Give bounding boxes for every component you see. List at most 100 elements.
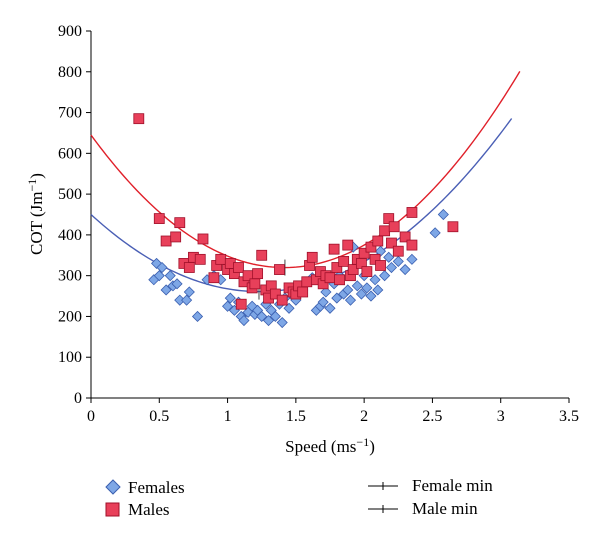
point-males <box>328 243 340 255</box>
point-females <box>153 270 165 282</box>
point-males <box>369 253 381 265</box>
point-males <box>331 262 343 273</box>
point-females <box>385 261 398 274</box>
x-tick-label: 0.5 <box>149 408 169 425</box>
y-tick-label: 900 <box>58 23 82 40</box>
point-males <box>194 253 206 265</box>
point-females <box>392 255 404 267</box>
point-males <box>386 237 397 249</box>
point-males <box>170 231 182 243</box>
point-females <box>369 274 381 286</box>
point-females <box>372 284 384 296</box>
legend-item-females: Females <box>105 478 185 497</box>
legend-female-min-label: Female min <box>412 476 493 495</box>
point-females <box>344 294 357 306</box>
point-females <box>160 284 172 296</box>
point-males <box>208 272 220 284</box>
point-females <box>262 314 275 327</box>
point-males <box>406 239 418 251</box>
point-males <box>447 221 459 233</box>
point-males <box>342 239 354 251</box>
point-females <box>437 208 449 221</box>
point-females <box>429 227 441 239</box>
legend-male-min-label: Male min <box>412 499 478 518</box>
point-females <box>238 314 250 327</box>
point-females <box>171 278 183 290</box>
point-females <box>222 300 234 312</box>
point-females <box>269 310 281 323</box>
y-tick-label: 100 <box>58 349 82 366</box>
legend-item-males: Males <box>105 500 170 519</box>
point-males <box>297 286 309 298</box>
point-females <box>156 261 168 274</box>
point-males <box>252 268 264 280</box>
y-tick-label: 300 <box>58 268 82 285</box>
x-tick-label: 1.5 <box>286 408 306 425</box>
point-males <box>183 262 195 273</box>
x-tick-label: 2 <box>360 408 368 425</box>
point-males <box>249 278 261 290</box>
point-females <box>181 294 193 306</box>
legend-males-label: Males <box>128 500 170 519</box>
point-males <box>361 266 373 277</box>
point-males <box>334 274 345 286</box>
point-females <box>406 253 418 265</box>
point-males <box>301 276 313 288</box>
point-females <box>361 282 373 294</box>
y-tick-label: 0 <box>74 390 82 407</box>
point-females <box>320 286 332 298</box>
point-males <box>160 235 172 247</box>
point-females <box>164 270 176 282</box>
fit-curve-male-min <box>90 71 521 269</box>
point-males <box>174 217 186 229</box>
point-males <box>233 262 244 273</box>
x-tick-label: 3 <box>497 408 505 425</box>
point-males <box>406 207 418 218</box>
legend-item-male-min: Male min <box>368 499 478 518</box>
y-axis-title: COT (Jm−1) <box>25 173 46 255</box>
point-females <box>183 286 195 298</box>
point-males <box>365 241 377 253</box>
data-points <box>133 113 459 329</box>
x-tick-label: 2.5 <box>422 408 442 425</box>
y-tick-label: 500 <box>58 186 82 203</box>
point-females <box>256 310 268 323</box>
point-males <box>274 264 285 275</box>
point-males <box>399 231 411 243</box>
y-tick-label: 200 <box>58 308 82 325</box>
legend: Females Males Female min Male min <box>105 476 493 519</box>
point-females <box>191 310 204 323</box>
y-tick-label: 400 <box>58 227 82 244</box>
point-females <box>379 270 391 282</box>
point-males <box>375 260 386 271</box>
legend-females-marker <box>105 479 121 495</box>
point-males <box>338 255 350 267</box>
axis-ticks: 0 0.5 1 1.5 2 2.5 3 3.5 0 100 200 300 400 500 600 700 80… <box>58 23 579 425</box>
point-males <box>358 247 370 259</box>
point-females <box>276 316 288 329</box>
point-females <box>365 290 377 302</box>
point-females <box>324 302 336 314</box>
point-males <box>306 251 318 263</box>
legend-females-label: Females <box>128 478 185 497</box>
y-tick-label: 800 <box>58 64 82 81</box>
point-males <box>392 245 404 257</box>
y-tick-label: 700 <box>58 105 82 122</box>
point-females <box>383 251 395 263</box>
point-males <box>235 298 247 310</box>
legend-item-female-min: Female min <box>368 476 493 495</box>
point-females <box>317 296 329 308</box>
point-males <box>133 113 145 125</box>
x-tick-label: 1 <box>224 408 232 425</box>
legend-males-marker <box>105 502 120 517</box>
point-females <box>342 284 354 296</box>
point-males <box>372 235 384 247</box>
point-females <box>351 280 363 292</box>
point-males <box>388 221 400 233</box>
point-males <box>269 288 281 300</box>
point-males <box>153 213 165 224</box>
point-females <box>283 302 295 314</box>
point-females <box>331 292 343 304</box>
point-males <box>276 294 288 306</box>
